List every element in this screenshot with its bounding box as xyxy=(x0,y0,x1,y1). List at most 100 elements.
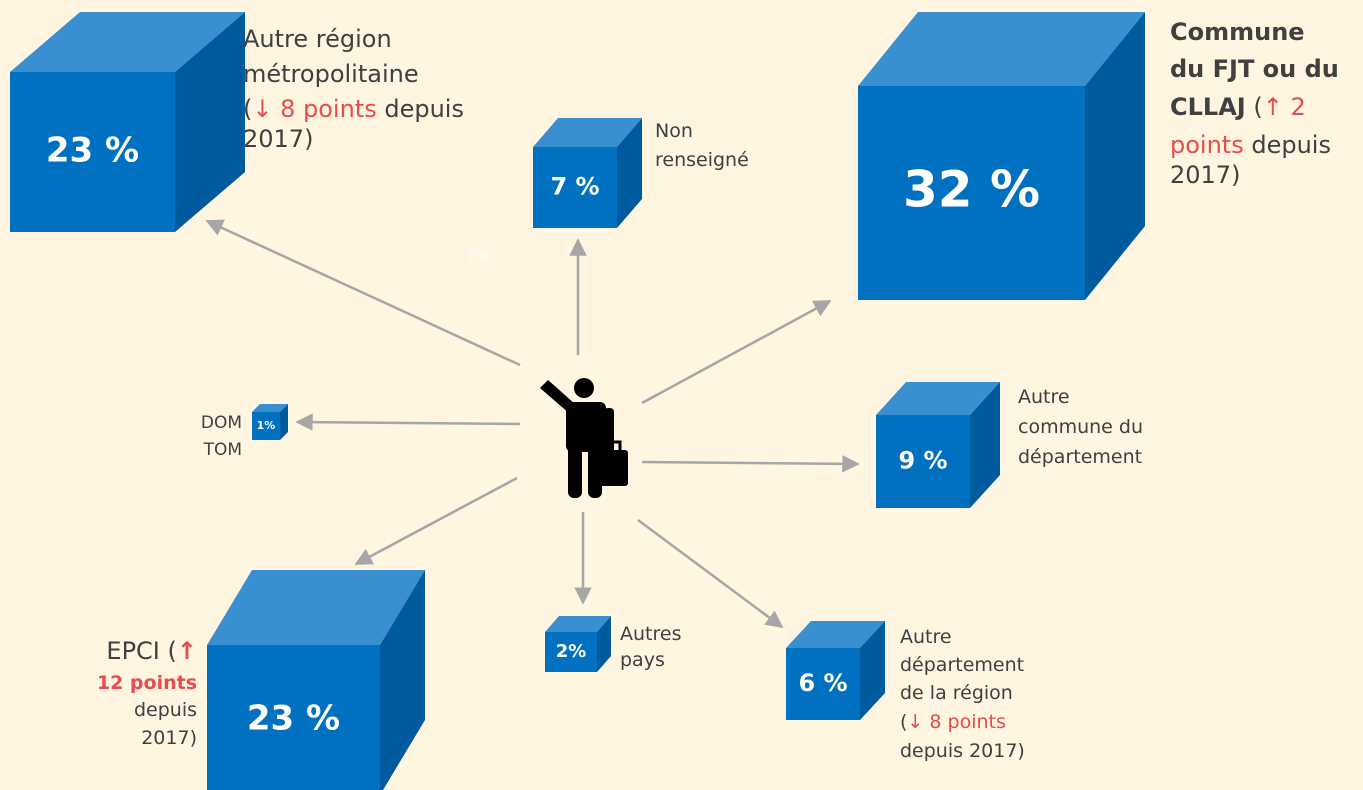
cube-value: 6 % xyxy=(798,669,847,697)
caption-line: DOM xyxy=(201,413,242,433)
caption-line: Autres xyxy=(620,623,681,645)
caption-segment: ( xyxy=(900,711,907,733)
cube-top xyxy=(545,616,611,632)
cube-front xyxy=(876,415,970,508)
cube-value: 1% xyxy=(257,419,276,432)
caption-line: 2017) xyxy=(141,727,197,749)
caption-segment: ↑ 2 xyxy=(1263,93,1306,121)
caption-segment: Commune xyxy=(1170,18,1305,46)
cube-side xyxy=(970,382,1000,508)
cube: 6 % xyxy=(786,621,885,720)
caption-segment: ( xyxy=(243,95,252,123)
cube-top xyxy=(10,12,245,72)
caption-line: du FJT ou du xyxy=(1170,55,1339,83)
caption-segment: 2017) xyxy=(1170,161,1240,189)
cube-side xyxy=(1085,12,1145,300)
caption-line: Autre xyxy=(900,626,952,648)
caption-line: Non xyxy=(655,120,693,142)
caption-segment: CLLAJ xyxy=(1170,93,1246,121)
cube: 9 % xyxy=(876,382,1000,508)
caption-segment: 2017) xyxy=(243,125,313,153)
arrow xyxy=(641,455,860,473)
cube: 1% xyxy=(252,404,288,440)
caption-segment: métropolitaine xyxy=(243,60,419,88)
caption-segment: depuis 2017) xyxy=(900,740,1025,762)
cube-side xyxy=(280,404,288,440)
cube-side xyxy=(597,616,611,672)
caption-segment: pays xyxy=(620,649,665,671)
cube-side xyxy=(380,570,425,790)
arrow xyxy=(637,518,784,629)
caption-segment: DOM xyxy=(201,413,242,433)
caption-segment: TOM xyxy=(203,440,242,460)
caption-segment: points xyxy=(1170,131,1244,159)
caption-segment: EPCI xyxy=(106,637,159,665)
caption-line: (↓ 8 points xyxy=(900,711,1006,733)
cube-top xyxy=(858,12,1145,86)
caption-line: depuis xyxy=(134,699,197,721)
caption-line: TOM xyxy=(203,440,242,460)
cube: 23 % xyxy=(207,570,425,790)
arrow xyxy=(641,299,832,405)
caption-segment: Autre région xyxy=(243,25,392,53)
cube: 2% xyxy=(545,616,611,672)
caption-segment: ↓ 8 points xyxy=(252,95,376,123)
cube-side xyxy=(617,118,642,228)
caption-segment: département xyxy=(1018,446,1142,468)
caption-line: département xyxy=(900,654,1024,676)
caption-segment: commune du xyxy=(1018,416,1143,438)
caption-segment: 12 points xyxy=(97,672,197,694)
caption-line: Autre xyxy=(1018,386,1070,408)
caption-line: de la région xyxy=(900,682,1013,704)
caption-line: points depuis xyxy=(1170,131,1331,159)
caption-segment: depuis xyxy=(1244,131,1331,159)
cube-front xyxy=(786,648,860,720)
cube-value: 32 % xyxy=(903,161,1040,219)
traveler-icon xyxy=(540,378,628,498)
caption-segment: 2017) xyxy=(141,727,197,749)
caption-line: métropolitaine xyxy=(243,60,419,88)
cube-top xyxy=(252,404,288,412)
cube-side xyxy=(175,12,245,232)
caption-segment: renseigné xyxy=(655,149,749,171)
caption-line: département xyxy=(1018,446,1142,468)
caption-segment: du FJT ou du xyxy=(1170,55,1339,83)
cube: 7 % xyxy=(533,118,642,228)
caption-line: Commune xyxy=(1170,18,1305,46)
cube-value: 7 % xyxy=(550,173,599,201)
cube-front xyxy=(533,147,617,228)
caption-line: depuis 2017) xyxy=(900,740,1025,762)
cube-top xyxy=(876,382,1000,415)
caption-line: EPCI (↑ xyxy=(106,637,197,665)
cube: 32 % xyxy=(858,12,1145,300)
caption-segment: Non xyxy=(655,120,693,142)
arrows xyxy=(205,219,860,629)
caption-segment: depuis xyxy=(377,95,464,123)
cube-front xyxy=(252,412,280,440)
caption-segment: département xyxy=(900,654,1024,676)
cube-top xyxy=(786,621,885,648)
caption-segment: ( xyxy=(1246,93,1263,121)
caption-line: renseigné xyxy=(655,149,749,171)
cube-front xyxy=(545,632,597,672)
arrow xyxy=(205,219,521,367)
cube-front xyxy=(858,86,1085,300)
cube-value: 2% xyxy=(556,641,587,662)
caption-segment: Autres xyxy=(620,623,681,645)
cube-front xyxy=(10,72,175,232)
cube: 23 % xyxy=(10,12,245,232)
arrow xyxy=(295,413,521,431)
ghost-label: 7% xyxy=(466,249,488,264)
caption-line: Autre région xyxy=(243,25,392,53)
caption-line: (↓ 8 points depuis xyxy=(243,95,464,123)
cube-top xyxy=(533,118,642,147)
caption-line: 2017) xyxy=(243,125,313,153)
caption-segment: ↓ 8 points xyxy=(907,711,1005,733)
caption-line: commune du xyxy=(1018,416,1143,438)
caption-segment: de la région xyxy=(900,682,1013,704)
caption-segment: Autre xyxy=(1018,386,1070,408)
cube-top xyxy=(207,570,425,645)
caption-segment: Autre xyxy=(900,626,952,648)
